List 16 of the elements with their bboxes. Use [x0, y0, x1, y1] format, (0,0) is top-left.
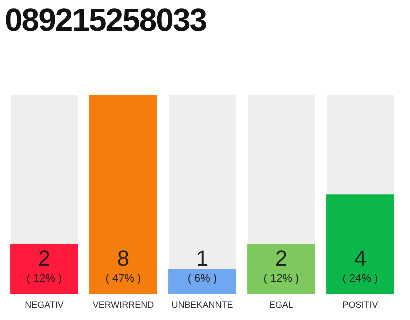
data-label: 4 [354, 246, 367, 272]
annotation: ( 12% ) [264, 273, 300, 286]
data-label: 1 [196, 246, 209, 272]
x-tick-label: NEGATIV [25, 300, 64, 310]
annotation: ( 12% ) [26, 273, 62, 286]
annotation: ( 47% ) [106, 273, 142, 286]
annotation: ( 24% ) [342, 273, 378, 286]
data-label: 8 [117, 246, 130, 272]
x-tick-label: UNBEKANNTE [172, 300, 234, 310]
x-tick-label: POSITIV [342, 300, 378, 310]
data-label: 2 [275, 246, 288, 272]
x-tick-label: EGAL [269, 300, 294, 310]
data-label: 2 [38, 246, 51, 272]
x-tick-label: VERWIRREND [92, 300, 155, 310]
annotation: ( 6% ) [188, 273, 218, 286]
chart-title: 089215258033 [5, 2, 207, 38]
